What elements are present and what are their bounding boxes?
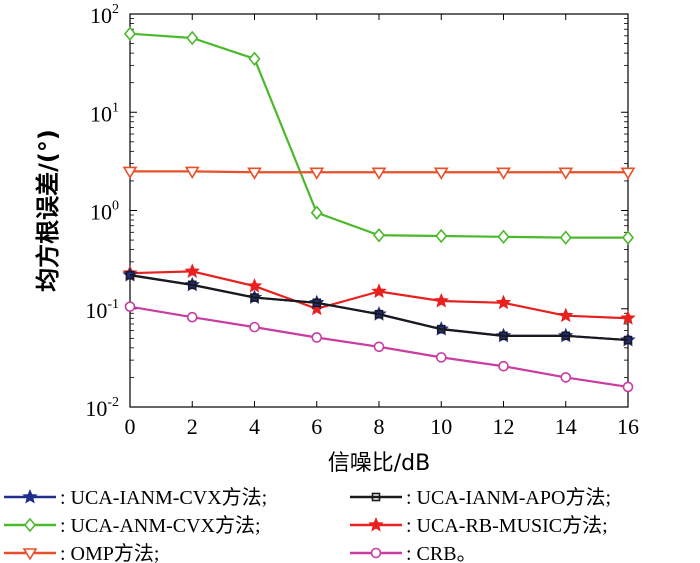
x-tick-label: 16 (617, 414, 639, 439)
data-point (497, 229, 510, 245)
x-tick-label: 0 (125, 414, 136, 439)
x-tick-label: 10 (430, 414, 452, 439)
y-axis-label: 均方根误差/(°) (34, 129, 62, 292)
legend-item: : UCA-IANM-CVX方法; (4, 486, 267, 509)
y-tick-label: 10-1 (85, 297, 119, 323)
data-point (249, 321, 260, 333)
legend-item: : UCA-ANM-CVX方法; (4, 514, 261, 537)
data-point (621, 230, 635, 245)
legend-label: : UCA-IANM-CVX方法; (60, 486, 267, 509)
data-point (124, 301, 136, 312)
data-point (186, 30, 199, 46)
data-point (311, 332, 323, 343)
data-point (496, 167, 511, 180)
data-point (310, 205, 323, 220)
y-tick-label: 10-2 (85, 395, 119, 421)
legend-marker (23, 517, 37, 533)
data-point (558, 307, 574, 323)
legend-label: : UCA-RB-MUSIC方法; (406, 514, 608, 537)
series-line (129, 32, 628, 239)
series-line (129, 274, 629, 342)
x-tick-label: 2 (187, 414, 198, 439)
legend-marker (371, 492, 381, 502)
legend-item: : OMP方法; (4, 542, 159, 563)
legend-marker (22, 488, 38, 504)
data-point (248, 51, 261, 67)
data-point (622, 381, 634, 393)
data-point (309, 167, 325, 180)
data-point (559, 230, 572, 245)
series-3 (122, 263, 636, 325)
x-tick-label: 12 (493, 414, 515, 439)
legend-marker (22, 548, 38, 561)
data-point (247, 167, 262, 180)
data-point (186, 311, 198, 323)
legend-label: : OMP方法; (60, 542, 159, 563)
data-point (372, 227, 386, 243)
series-2 (123, 26, 635, 245)
series-4 (122, 166, 636, 180)
data-point (125, 270, 135, 280)
data-point (187, 280, 197, 290)
data-point (560, 372, 572, 383)
data-point (184, 263, 200, 278)
y-tick-label: 100 (90, 199, 119, 225)
data-point (620, 167, 636, 180)
series-5 (124, 301, 634, 393)
data-point (371, 283, 387, 298)
data-point (309, 300, 325, 316)
data-point (123, 26, 137, 41)
legend-item: : CRB。 (350, 543, 477, 563)
y-tick-label: 101 (90, 100, 119, 126)
data-point (435, 352, 447, 363)
legend-marker (370, 547, 382, 559)
legend-item: : UCA-RB-MUSIC方法; (350, 514, 608, 537)
data-point (623, 335, 633, 345)
legend-label: : UCA-IANM-APO方法; (406, 486, 611, 509)
data-point (433, 167, 449, 180)
data-point (246, 278, 263, 293)
data-point (436, 324, 446, 334)
data-point (373, 341, 385, 353)
data-point (433, 292, 449, 308)
x-tick-label: 8 (374, 414, 385, 439)
y-tick-label: 102 (90, 2, 119, 28)
series-1 (125, 270, 633, 345)
data-point (371, 167, 387, 180)
x-tick-label: 4 (249, 414, 260, 439)
data-point (374, 309, 384, 319)
data-point (122, 166, 138, 179)
data-point (498, 360, 509, 372)
legend-label: : CRB。 (406, 543, 477, 563)
data-point (312, 298, 322, 308)
legend-item: : UCA-IANM-APO方法; (350, 486, 611, 509)
legend: : UCA-IANM-CVX方法; : UCA-IANM-APO方法; : UCA-… (4, 486, 611, 563)
data-point (184, 166, 200, 179)
x-axis-label: 信噪比/dB (328, 451, 430, 476)
data-point (558, 167, 574, 180)
x-tick-label: 6 (311, 414, 322, 439)
data-point (435, 228, 448, 244)
legend-label: : UCA-ANM-CVX方法; (60, 514, 261, 537)
data-point (499, 331, 508, 341)
plot-area: 0 2 4 6 8 10 12 14 16 10-2 10-1 100 101 102 信噪比/dB 均方根误… (34, 2, 639, 476)
x-tick-label: 14 (555, 414, 577, 439)
data-point (620, 310, 636, 325)
legend-marker (368, 516, 384, 532)
data-point (561, 331, 571, 341)
data-point (250, 293, 259, 302)
series-0 (122, 267, 636, 347)
data-point (495, 294, 512, 310)
